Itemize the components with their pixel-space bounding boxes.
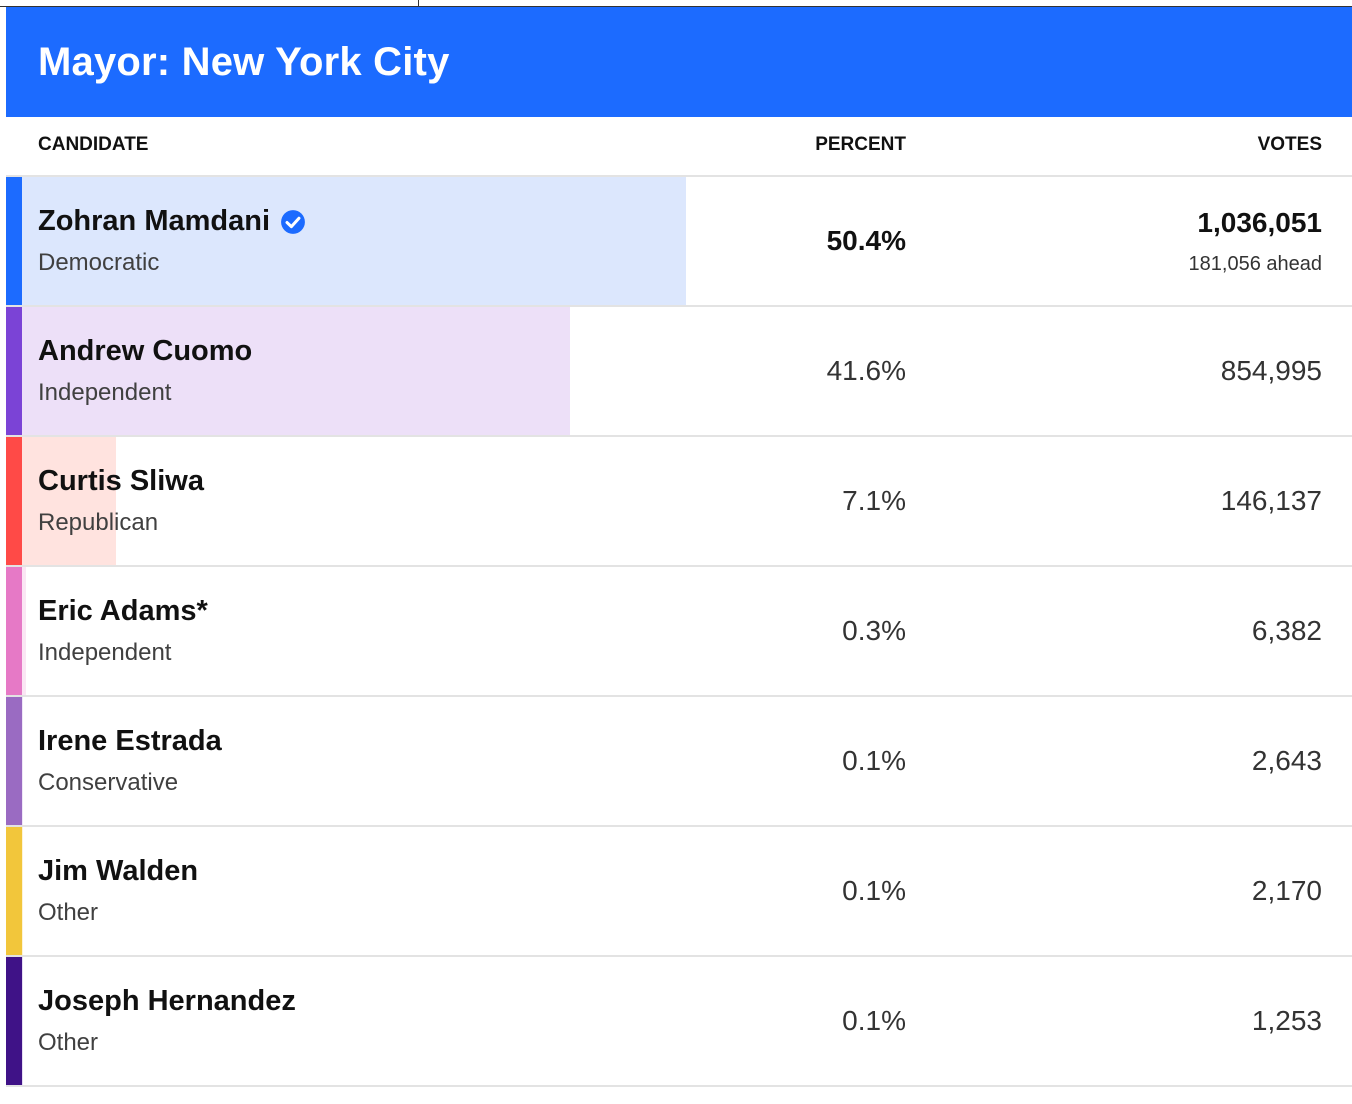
candidate-name-text: Curtis Sliwa	[38, 465, 204, 497]
candidate-party: Independent	[38, 639, 172, 666]
column-header-candidate: CANDIDATE	[38, 134, 149, 155]
candidate-name-text: Jim Walden	[38, 855, 199, 887]
candidate-row: Joseph Hernandez Other 0.1% 1,253	[6, 957, 1352, 1087]
candidate-name-text: Joseph Hernandez	[38, 985, 296, 1017]
candidate-party: Conservative	[38, 769, 179, 796]
candidate-name: Andrew Cuomo	[38, 335, 252, 368]
vote-share-bar	[22, 307, 571, 435]
party-color-bar	[6, 307, 22, 435]
candidate-row: Curtis Sliwa Republican 7.1% 146,137	[6, 437, 1352, 567]
vote-share-bar	[22, 567, 26, 695]
vote-margin: 181,056 ahead	[1188, 253, 1322, 275]
candidate-votes: 1,036,051	[1197, 207, 1322, 238]
candidate-name: Jim Walden	[38, 855, 198, 888]
candidate-votes: 1,253	[1251, 1005, 1322, 1036]
party-color-bar	[6, 437, 22, 565]
results-header: Mayor: New York City	[6, 7, 1352, 117]
candidate-row: Irene Estrada Conservative 0.1% 2,643	[6, 697, 1352, 827]
candidate-percent: 41.6%	[826, 355, 906, 386]
candidate-party: Other	[38, 899, 99, 926]
candidate-percent: 0.3%	[842, 615, 906, 646]
candidate-name-text: Zohran Mamdani	[38, 205, 271, 237]
candidate-name: Curtis Sliwa	[38, 465, 204, 498]
party-color-bar	[6, 697, 22, 825]
vote-share-bar	[22, 697, 24, 825]
candidate-party: Republican	[38, 509, 159, 536]
candidate-votes: 2,643	[1251, 745, 1322, 776]
candidate-votes: 2,170	[1251, 875, 1322, 906]
candidate-percent: 7.1%	[842, 485, 906, 516]
candidate-party: Democratic	[38, 249, 160, 276]
candidate-name-text: Eric Adams*	[38, 595, 208, 627]
race-title: Mayor: New York City	[38, 39, 450, 84]
candidate-row: Zohran Mamdani Democratic 50.4% 1,036,051 18…	[6, 177, 1352, 307]
candidate-row: Eric Adams* Independent 0.3% 6,382	[6, 567, 1352, 697]
candidate-votes: 854,995	[1220, 355, 1322, 386]
vote-share-bar	[22, 827, 24, 955]
candidate-votes: 6,382	[1251, 615, 1322, 646]
candidate-row: Jim Walden Other 0.1% 2,170	[6, 827, 1352, 957]
candidate-percent: 0.1%	[842, 1005, 906, 1036]
candidate-rows: Zohran Mamdani Democratic 50.4% 1,036,051 18…	[6, 177, 1352, 1087]
candidate-percent: 0.1%	[842, 745, 906, 776]
candidate-name-text: Irene Estrada	[38, 725, 222, 757]
candidate-party: Independent	[38, 379, 172, 406]
column-headers: CANDIDATE PERCENT VOTES	[6, 117, 1352, 177]
vote-share-bar	[22, 177, 686, 305]
party-color-bar	[6, 957, 22, 1085]
results-widget: Mayor: New York City CANDIDATE PERCENT V…	[6, 7, 1352, 1104]
top-tick	[418, 0, 419, 7]
party-color-bar	[6, 567, 22, 695]
vote-share-bar	[22, 437, 116, 565]
candidate-row: Andrew Cuomo Independent 41.6% 854,995	[6, 307, 1352, 437]
candidate-name-text: Andrew Cuomo	[38, 335, 253, 367]
candidate-name: Irene Estrada	[38, 725, 222, 758]
candidate-name: Zohran Mamdani	[38, 205, 306, 238]
top-rule	[0, 6, 1352, 7]
vote-share-bar	[22, 957, 24, 1085]
candidate-percent: 50.4%	[826, 225, 906, 256]
party-color-bar	[6, 827, 22, 955]
candidate-name: Joseph Hernandez	[38, 985, 296, 1018]
column-header-percent: PERCENT	[815, 134, 906, 155]
candidate-name: Eric Adams*	[38, 595, 208, 628]
column-header-votes: VOTES	[1257, 134, 1322, 155]
winner-check-icon	[281, 209, 305, 234]
party-color-bar	[6, 177, 22, 305]
candidate-votes: 146,137	[1220, 485, 1322, 516]
candidate-percent: 0.1%	[842, 875, 906, 906]
candidate-party: Other	[38, 1029, 99, 1056]
